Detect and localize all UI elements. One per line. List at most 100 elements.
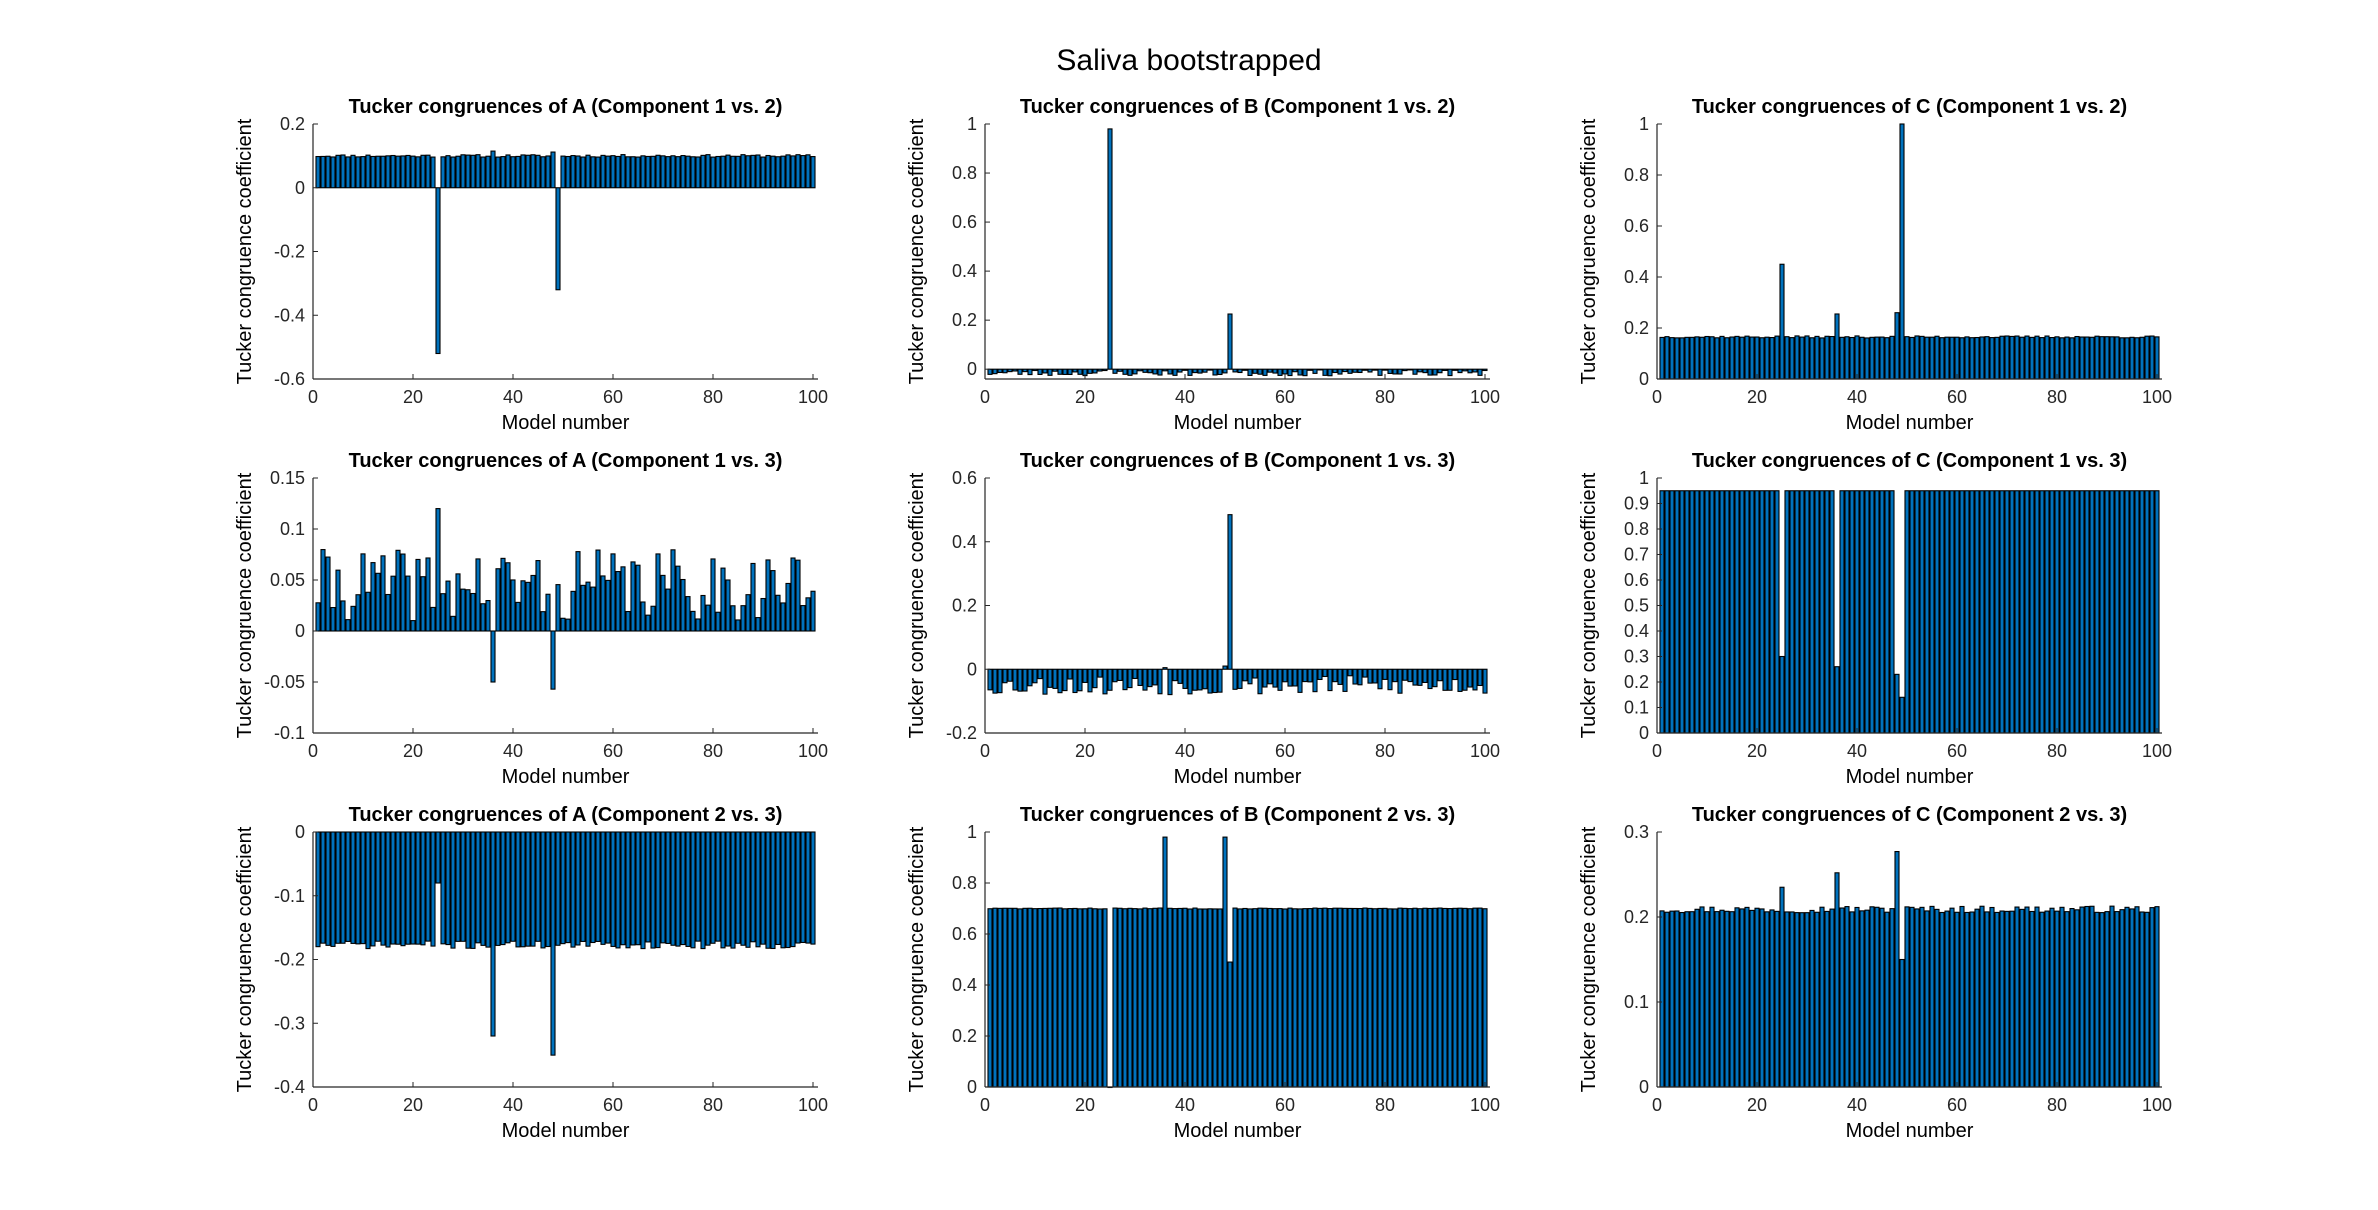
bar [1894, 312, 1900, 380]
bar [1017, 668, 1023, 692]
bar [1112, 368, 1118, 374]
bar [1989, 490, 1995, 734]
bar [1147, 368, 1153, 374]
bar [1127, 907, 1133, 1088]
bar [600, 831, 606, 945]
bar [1694, 490, 1700, 734]
bar [1749, 336, 1755, 380]
bar [2149, 490, 2155, 734]
bar [1934, 335, 1940, 380]
bar [1052, 907, 1058, 1088]
bar [1989, 906, 1995, 1088]
bar [1382, 668, 1388, 680]
bar [1724, 490, 1730, 734]
bar [1352, 368, 1358, 373]
y-tick-label: 0.8 [952, 873, 977, 893]
bar [510, 156, 516, 189]
bar [385, 155, 391, 189]
bar [2024, 906, 2030, 1088]
bar [1212, 668, 1218, 694]
bar [1889, 908, 1895, 1088]
bar [1067, 368, 1073, 376]
bar [1472, 368, 1478, 373]
bar [645, 831, 651, 943]
bar [2004, 490, 2010, 734]
bar [2089, 336, 2095, 380]
bar [1287, 668, 1293, 687]
bar [395, 831, 401, 945]
bar [485, 599, 491, 632]
x-axis-label: Model number [502, 766, 630, 788]
x-tick-label: 20 [1747, 1095, 1767, 1115]
bar [590, 156, 596, 189]
bar [605, 155, 611, 189]
bar [460, 588, 466, 632]
bar [600, 154, 606, 189]
bar [1482, 668, 1488, 694]
bar [1447, 668, 1453, 691]
x-axis-label: Model number [1846, 1120, 1974, 1142]
bar [1047, 668, 1053, 688]
bar [1774, 490, 1780, 734]
bar [1002, 668, 1008, 684]
bar [520, 831, 526, 948]
bar [1482, 908, 1488, 1088]
subplot-title: Tucker congruences of B (Component 1 vs.… [1020, 450, 1455, 472]
bar [1689, 336, 1695, 380]
bar [695, 831, 701, 942]
bar [2034, 906, 2040, 1088]
bar [410, 831, 416, 945]
bar [1834, 872, 1840, 1088]
bar [800, 605, 806, 632]
bar [650, 831, 656, 949]
bar [710, 558, 716, 632]
bar [1964, 490, 1970, 734]
bar [350, 605, 356, 632]
bar [370, 155, 376, 189]
bar [1909, 906, 1915, 1088]
bar [2079, 490, 2085, 734]
bar [610, 553, 616, 632]
bar [1132, 668, 1138, 680]
x-tick-label: 60 [1947, 741, 1967, 761]
bar [1122, 668, 1128, 691]
bar [665, 156, 671, 189]
bar [1042, 668, 1048, 695]
bar [2029, 910, 2035, 1088]
bar [340, 600, 346, 632]
bar [1262, 668, 1268, 688]
x-tick-label: 80 [703, 1095, 723, 1115]
bar [1332, 907, 1338, 1088]
bar [1884, 490, 1890, 734]
bar [1257, 668, 1263, 695]
bar [1182, 907, 1188, 1088]
bar [1177, 907, 1183, 1088]
y-axis-label: Tucker congruence coefficient [234, 118, 256, 384]
bar [1994, 911, 2000, 1088]
y-tick-label: 0.6 [1624, 570, 1649, 590]
bar [1804, 335, 1810, 380]
bar [1979, 490, 1985, 734]
bar [2064, 490, 2070, 734]
bar [1087, 368, 1093, 374]
bar [1287, 368, 1293, 377]
bar [590, 586, 596, 632]
bar [410, 620, 416, 632]
bar [2099, 336, 2105, 380]
bar [1202, 668, 1208, 690]
bar [1844, 906, 1850, 1088]
bar [440, 156, 446, 189]
bar [2039, 490, 2045, 734]
bar [1769, 909, 1775, 1088]
bar [640, 155, 646, 189]
x-tick-label: 0 [1652, 1095, 1662, 1115]
bar [1227, 514, 1233, 670]
bar [1949, 336, 1955, 380]
bar [1477, 668, 1483, 687]
bar [1719, 909, 1725, 1088]
bar [1729, 490, 1735, 734]
bar [540, 831, 546, 949]
y-tick-label: 0 [295, 178, 305, 198]
bar [1452, 368, 1458, 371]
bar [1834, 313, 1840, 380]
